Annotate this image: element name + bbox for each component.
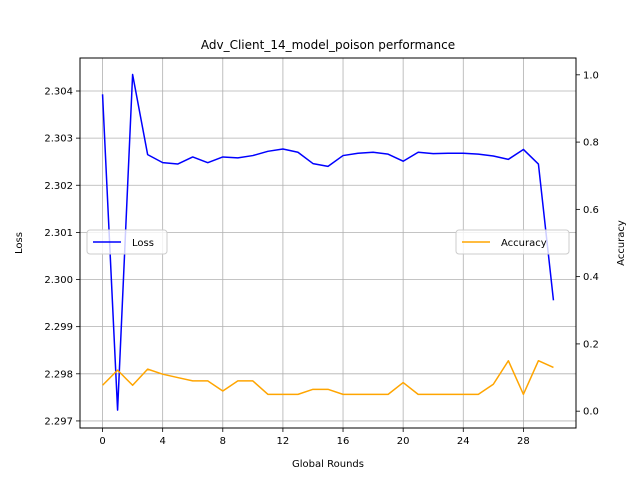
y-left-tick-label: 2.301 (44, 228, 73, 239)
y-right-tick-label: 0.6 (583, 205, 599, 216)
y-left-tick-label: 2.304 (44, 86, 73, 97)
x-tick-label: 4 (159, 436, 165, 447)
y-axis-right: 0.0 0.2 0.4 0.6 0.8 1.0 (576, 70, 599, 418)
legend-accuracy: Accuracy (455, 229, 570, 255)
y-left-tick-label: 2.302 (44, 181, 73, 192)
x-tick-label: 8 (220, 436, 226, 447)
y-right-tick-label: 1.0 (583, 70, 599, 81)
y-axis-left: 2.297 2.298 2.299 2.300 2.301 2.302 2.303 2.304 (44, 86, 80, 427)
x-tick-label: 16 (337, 436, 350, 447)
y-left-tick-label: 2.297 (44, 416, 73, 427)
y-axis-right-label: Accuracy (616, 220, 627, 266)
series-layer (101, 73, 555, 411)
x-tick-label: 28 (517, 436, 530, 447)
y-left-tick-label: 2.300 (44, 275, 73, 286)
series-loss-line (101, 73, 555, 411)
x-axis: 0 4 8 12 16 20 24 28 (99, 428, 530, 447)
chart-title: Adv_Client_14_model_poison performance (201, 38, 455, 52)
legend-loss-label: Loss (132, 238, 154, 249)
y-axis-left-label: Loss (14, 232, 25, 254)
x-tick-label: 12 (277, 436, 290, 447)
x-tick-label: 20 (397, 436, 410, 447)
y-right-tick-label: 0.0 (583, 407, 599, 418)
plot-frame (79, 57, 577, 429)
legend-loss-box (86, 229, 168, 255)
grid (80, 58, 576, 428)
x-tick-label: 0 (99, 436, 105, 447)
y-left-tick-label: 2.299 (44, 322, 73, 333)
y-left-tick-label: 2.298 (44, 369, 73, 380)
legend-loss: Loss (86, 229, 168, 255)
y-left-tick-label: 2.303 (44, 134, 73, 145)
legend-accuracy-box (455, 229, 570, 255)
y-right-tick-label: 0.4 (583, 272, 599, 283)
legend-accuracy-label: Accuracy (501, 238, 547, 249)
y-right-tick-label: 0.8 (583, 138, 599, 149)
y-right-tick-label: 0.2 (583, 339, 599, 350)
series-accuracy-line (102, 359, 554, 396)
x-tick-label: 24 (457, 436, 470, 447)
x-axis-label: Global Rounds (292, 459, 364, 470)
